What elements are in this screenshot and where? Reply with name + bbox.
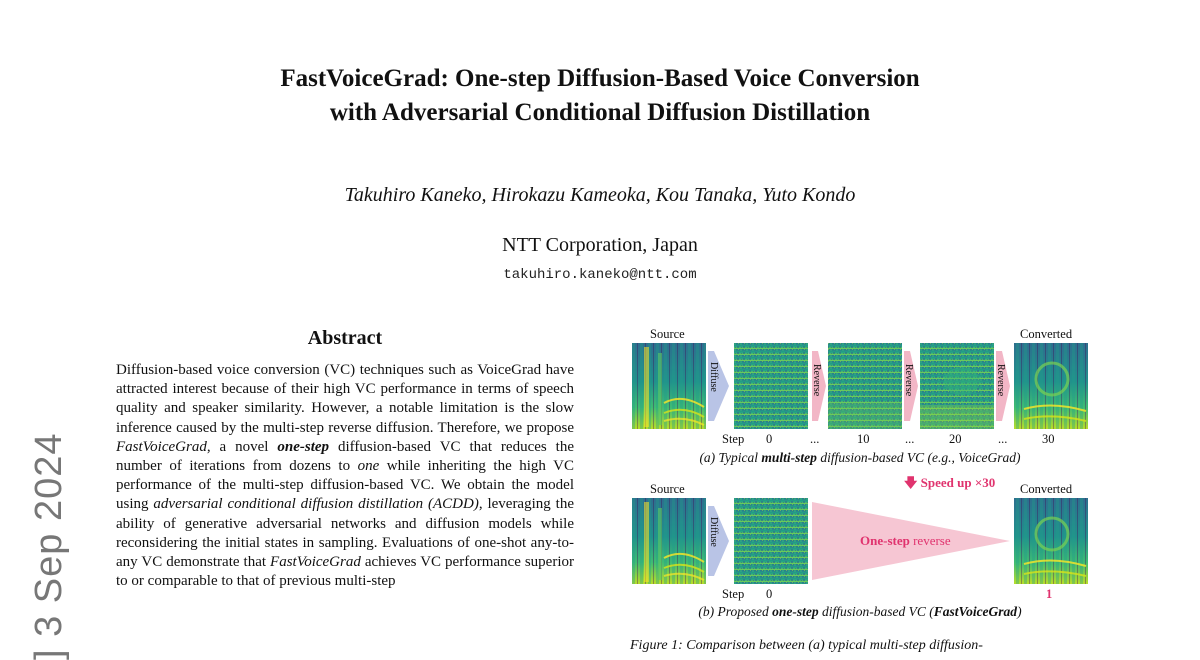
- spectrogram-step-10: [828, 343, 902, 429]
- diffuse-text-a: Diffuse: [708, 362, 719, 392]
- figure-1-caption: Figure 1: Comparison between (a) typical…: [630, 638, 983, 653]
- fig-a-caption: (a) Typical multi-step diffusion-based V…: [699, 450, 1021, 465]
- arxiv-side-stamp: ] 3 Sep 2024: [28, 430, 78, 660]
- abstract-segment: one-step: [277, 438, 330, 455]
- abstract-segment: diffusion-based VC that reduces the numb…: [116, 438, 574, 475]
- fig-a-source-label: Source: [650, 327, 685, 341]
- author-email[interactable]: takuhiro.kaneko@ntt.com: [503, 267, 697, 283]
- spectrogram-step-20: [920, 343, 994, 429]
- paper-title: FastVoiceGrad: One-step Diffusion-Based …: [0, 62, 1200, 130]
- fig-a-step-dots-1: ...: [810, 432, 820, 446]
- diffuse-arrow-b: [708, 506, 729, 576]
- fig-a-converted-label: Converted: [1020, 327, 1073, 341]
- fig-a-step-0: 0: [766, 432, 773, 446]
- one-step-reverse-arrow: [812, 502, 1010, 580]
- abstract-segment: adversarial conditional diffusion distil…: [153, 496, 479, 513]
- fig-a-step-dots-3: ...: [998, 432, 1008, 446]
- arxiv-date: ] 3 Sep 2024: [28, 432, 70, 660]
- fig-b-step-0: 0: [766, 587, 773, 601]
- fig-b-source-label: Source: [650, 482, 685, 496]
- fig-b-step-label: Step: [722, 587, 745, 601]
- spectrogram-step-0-b: [734, 498, 808, 584]
- author-list: Takuhiro Kaneko, Hirokazu Kameoka, Kou T…: [344, 184, 856, 206]
- fig-a-step-dots-2: ...: [905, 432, 915, 446]
- abstract-segment: , leveraging the ability of generative a…: [116, 496, 574, 571]
- reverse-arrow-3: [996, 351, 1010, 421]
- one-step-reverse-label: One-step reverse: [860, 533, 951, 548]
- abstract-body: Diffusion-based voice conversion (VC) te…: [116, 361, 574, 591]
- abstract-segment: while inheriting the high VC performance…: [116, 458, 574, 513]
- spectrogram-converted: [1014, 343, 1088, 429]
- abstract-heading: Abstract: [307, 327, 383, 349]
- reverse-text-3: Reverse: [995, 364, 1006, 397]
- fig-a-step-30: 30: [1042, 432, 1055, 446]
- fig-a-step-10: 10: [857, 432, 870, 446]
- title-line-2: with Adversarial Conditional Diffusion D…: [329, 99, 871, 126]
- diffuse-arrow: [708, 351, 729, 421]
- spectrogram-converted-b: [1014, 498, 1088, 584]
- abstract-segment: FastVoiceGrad: [116, 438, 207, 455]
- abstract-segment: one: [357, 458, 380, 475]
- affiliation: NTT Corporation, Japan: [502, 234, 698, 256]
- down-arrow-icon: 🡇: [904, 475, 918, 490]
- reverse-arrow-1: [812, 351, 826, 421]
- spectrogram-source: [632, 343, 706, 429]
- reverse-text-1: Reverse: [811, 364, 822, 397]
- fig-a-step-20: 20: [949, 432, 962, 446]
- diffuse-text-b: Diffuse: [708, 517, 719, 547]
- reverse-arrow-2: [904, 351, 918, 421]
- title-line-1: FastVoiceGrad: One-step Diffusion-Based …: [280, 65, 920, 92]
- fig-a-step-label: Step: [722, 432, 745, 446]
- abstract-segment: achieves VC performance superior to or c…: [116, 554, 574, 590]
- spectrogram-step-0: [734, 343, 808, 429]
- speedup-note: 🡇 Speed up ×30: [904, 475, 996, 490]
- fig-a-diagram: [632, 343, 1088, 429]
- abstract-segment: , a novel: [206, 438, 278, 455]
- fig-b-caption: (b) Proposed one-step diffusion-based VC…: [698, 604, 1022, 619]
- fig-b-step-1: 1: [1046, 587, 1053, 601]
- reverse-text-2: Reverse: [903, 364, 914, 397]
- abstract-segment: FastVoiceGrad: [270, 554, 361, 571]
- abstract-segment: Diffusion-based voice conversion (VC) te…: [116, 362, 574, 436]
- spectrogram-source-b: [632, 498, 706, 584]
- fig-b-converted-label: Converted: [1020, 482, 1073, 496]
- fig-b-diagram: [632, 498, 1088, 584]
